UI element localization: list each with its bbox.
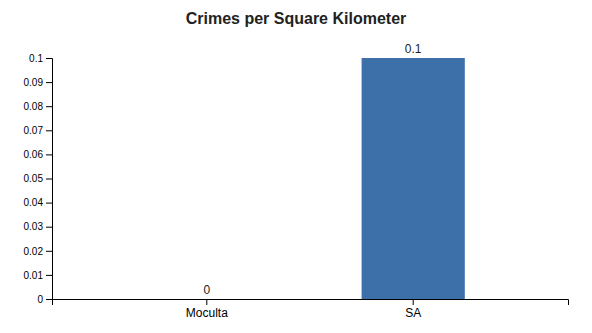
plot: 0 0.01 0.02 0.03 0.04 0.05 0.06 0.07 0.08 0.09 0.1… bbox=[24, 42, 569, 320]
tick-mark bbox=[413, 299, 414, 305]
tick: 0.07 bbox=[24, 125, 52, 136]
tick: 0.1 bbox=[29, 53, 52, 64]
tick-mark bbox=[46, 299, 52, 300]
tick-label: 0.06 bbox=[24, 149, 44, 160]
axis-line bbox=[53, 300, 569, 306]
tick-label: 0.01 bbox=[24, 270, 44, 281]
tick-mark bbox=[46, 251, 52, 252]
tick-mark bbox=[46, 179, 52, 180]
tick: Moculta bbox=[186, 299, 228, 320]
data-label: 0.1 bbox=[405, 42, 422, 56]
tick-mark bbox=[46, 82, 52, 83]
tick-mark bbox=[46, 203, 52, 204]
tick-label: 0.09 bbox=[24, 77, 44, 88]
tick-label: 0 bbox=[37, 294, 43, 305]
tick-mark bbox=[46, 58, 52, 59]
tick-label: 0.04 bbox=[24, 197, 44, 208]
tick-mark bbox=[46, 106, 52, 107]
tick-label: 0.1 bbox=[29, 53, 43, 64]
tick-label: 0.07 bbox=[24, 125, 44, 136]
axis-line bbox=[46, 59, 53, 300]
tick-label: 0.03 bbox=[24, 221, 44, 232]
tick-label: SA bbox=[405, 306, 421, 320]
tick-mark bbox=[46, 154, 52, 155]
tick: 0.08 bbox=[24, 101, 52, 112]
tick-mark bbox=[206, 299, 207, 305]
x-axis: Moculta SA bbox=[53, 299, 569, 320]
tick-mark bbox=[46, 130, 52, 131]
tick: 0.01 bbox=[24, 270, 52, 281]
tick-mark bbox=[46, 227, 52, 228]
tick: 0 bbox=[37, 294, 52, 305]
y-axis: 0 0.01 0.02 0.03 0.04 0.05 0.06 0.07 0.08 0.09 0.1 bbox=[24, 53, 53, 305]
tick: 0.06 bbox=[24, 149, 52, 160]
tick-label: 0.08 bbox=[24, 101, 44, 112]
tick: 0.03 bbox=[24, 221, 52, 232]
tick: 0.09 bbox=[24, 77, 52, 88]
bars bbox=[362, 58, 465, 299]
bar bbox=[155, 299, 258, 300]
tick: 0.05 bbox=[24, 173, 52, 184]
bar bbox=[362, 58, 465, 299]
data-label: 0 bbox=[203, 283, 210, 297]
tick-mark bbox=[46, 275, 52, 276]
tick-label: Moculta bbox=[186, 306, 228, 320]
tick-label: 0.05 bbox=[24, 173, 44, 184]
data-labels: 00.1 bbox=[203, 42, 421, 297]
tick: 0.02 bbox=[24, 246, 52, 257]
title: Crimes per Square Kilometer bbox=[186, 10, 407, 27]
tick-label: 0.02 bbox=[24, 246, 44, 257]
tick: 0.04 bbox=[24, 197, 52, 208]
tick: SA bbox=[405, 299, 421, 320]
chart: 0 0.01 0.02 0.03 0.04 0.05 0.06 0.07 0.08 0.09 0.1… bbox=[0, 0, 592, 333]
